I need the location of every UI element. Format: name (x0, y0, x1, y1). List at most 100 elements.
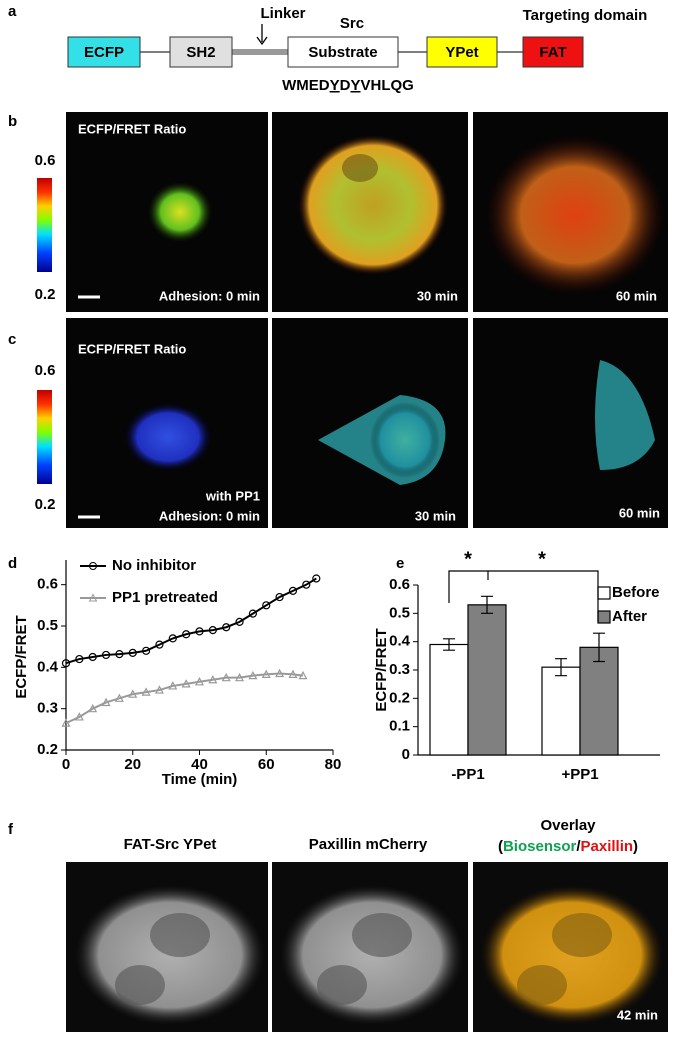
colorbar (37, 390, 52, 484)
overlay-part: ) (633, 838, 638, 855)
data-point (235, 617, 244, 626)
cell-nucleus (552, 913, 612, 957)
channel-title: Paxillin mCherry (309, 836, 428, 853)
data-point (222, 623, 231, 632)
time-label: 30 min (415, 508, 456, 523)
sequence-part: Y (351, 77, 361, 94)
legend-label: PP1 pretreated (112, 589, 218, 606)
data-point (235, 672, 245, 682)
cell-center (370, 402, 440, 478)
y-tick-label: 0 (402, 746, 410, 763)
sequence-part: D (340, 77, 351, 94)
data-point (168, 681, 178, 690)
overlay-part: Paxillin (581, 838, 634, 855)
y-axis-label: ECFP/FRET (13, 615, 30, 698)
colorbar-min: 0.2 (35, 286, 56, 303)
domain-box (169, 36, 233, 68)
data-point (312, 574, 321, 583)
data-point (154, 685, 164, 694)
panel-c: 0.6 0.2 ECFP/FRET Ratio with PP1 Adhesio… (35, 318, 668, 528)
time-label: 60 min (619, 505, 660, 520)
data-point (208, 626, 217, 635)
error-bar (555, 658, 567, 677)
x-tick-label: 40 (191, 756, 208, 773)
data-point (208, 674, 218, 684)
time-label: Adhesion: 0 min (159, 288, 260, 303)
data-point (194, 677, 205, 686)
y-tick-label: 0.3 (389, 661, 410, 678)
legend-marker (89, 562, 97, 570)
overlay-part: ( (498, 838, 503, 855)
cell (148, 182, 212, 242)
legend-label: No inhibitor (112, 557, 196, 574)
x-tick-label: 20 (124, 756, 141, 773)
y-tick-label: 0.1 (389, 718, 410, 735)
y-tick-label: 0.2 (389, 689, 410, 706)
cell-nucleus (317, 965, 367, 1005)
sequence: WMEDYDYVHLQG (282, 77, 414, 94)
panel-label: f (8, 821, 14, 838)
y-tick-label: 0.5 (389, 604, 410, 621)
data-point (288, 669, 298, 678)
colorbar-min: 0.2 (35, 496, 56, 513)
x-tick-label: +PP1 (561, 766, 598, 783)
data-point (61, 718, 71, 727)
legend-marker (88, 593, 98, 602)
time-label: 60 min (616, 288, 657, 303)
bar (579, 646, 619, 756)
image-title: ECFP/FRET Ratio (78, 121, 186, 136)
data-point (275, 592, 284, 602)
cell-nucleus (115, 965, 165, 1005)
cell-nucleus (342, 154, 378, 182)
data-point (88, 652, 97, 662)
data-point (128, 648, 137, 657)
channel-title: FAT-Src YPet (124, 836, 217, 853)
x-axis-label: Time (min) (162, 771, 238, 788)
y-axis-label: ECFP/FRET (373, 628, 390, 711)
data-point (128, 689, 138, 698)
legend-swatch (597, 586, 611, 600)
data-point (141, 687, 151, 696)
linker-label: Linker (260, 5, 305, 22)
x-tick-label: 60 (258, 756, 275, 773)
y-tick-label: 0.3 (37, 700, 58, 717)
panel-label: c (8, 331, 16, 348)
cell (298, 135, 448, 275)
time-label: 42 min (617, 1007, 658, 1022)
colorbar (37, 178, 52, 272)
data-point (74, 712, 84, 721)
condition-label: with PP1 (205, 488, 260, 503)
y-tick-label: 0.4 (389, 633, 411, 650)
domain-label: YPet (445, 44, 478, 61)
error-bar (443, 638, 455, 651)
significance-bracket (448, 570, 489, 603)
data-point (181, 679, 191, 688)
data-point (248, 670, 258, 680)
y-tick-label: 0.6 (389, 576, 410, 593)
panel-label: e (396, 555, 404, 572)
significance-bracket (488, 570, 599, 622)
targeting-label: Targeting domain (523, 7, 648, 24)
data-point (248, 609, 257, 618)
bar (429, 643, 469, 756)
x-tick-label: 0 (62, 756, 70, 773)
arrow-head (256, 36, 268, 46)
sequence-part: VHLQG (361, 77, 414, 94)
data-point (195, 627, 204, 636)
domain-box (67, 36, 141, 68)
data-point (142, 646, 151, 655)
legend-label: After (612, 608, 647, 625)
data-point (168, 634, 177, 643)
domain-box (426, 36, 498, 68)
y-tick-label: 0.4 (37, 658, 59, 675)
error-bar (593, 632, 605, 663)
src-label: Src (340, 15, 364, 32)
cell-nucleus (517, 965, 567, 1005)
image-title: ECFP/FRET Ratio (78, 341, 186, 356)
sequence-part: Y (330, 77, 340, 94)
panel-b: 0.6 0.2 ECFP/FRET Ratio Adhesion: 0 min … (35, 112, 668, 312)
panel-label: d (8, 555, 17, 572)
sequence-part: WMED (282, 77, 330, 94)
data-point (114, 693, 124, 702)
